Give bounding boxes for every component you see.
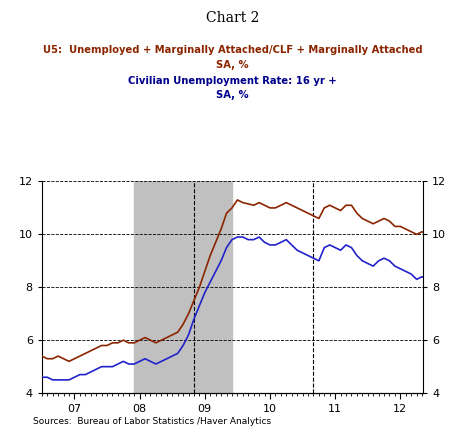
Text: Civilian Unemployment Rate: 16 yr +: Civilian Unemployment Rate: 16 yr + [128,76,337,86]
Text: Sources:  Bureau of Labor Statistics /Haver Analytics: Sources: Bureau of Labor Statistics /Hav… [33,416,271,426]
Text: SA, %: SA, % [216,60,249,70]
Text: U5:  Unemployed + Marginally Attached/CLF + Marginally Attached: U5: Unemployed + Marginally Attached/CLF… [43,45,422,55]
Text: SA, %: SA, % [216,90,249,100]
Text: Chart 2: Chart 2 [206,11,259,25]
Bar [134,181,232,393]
